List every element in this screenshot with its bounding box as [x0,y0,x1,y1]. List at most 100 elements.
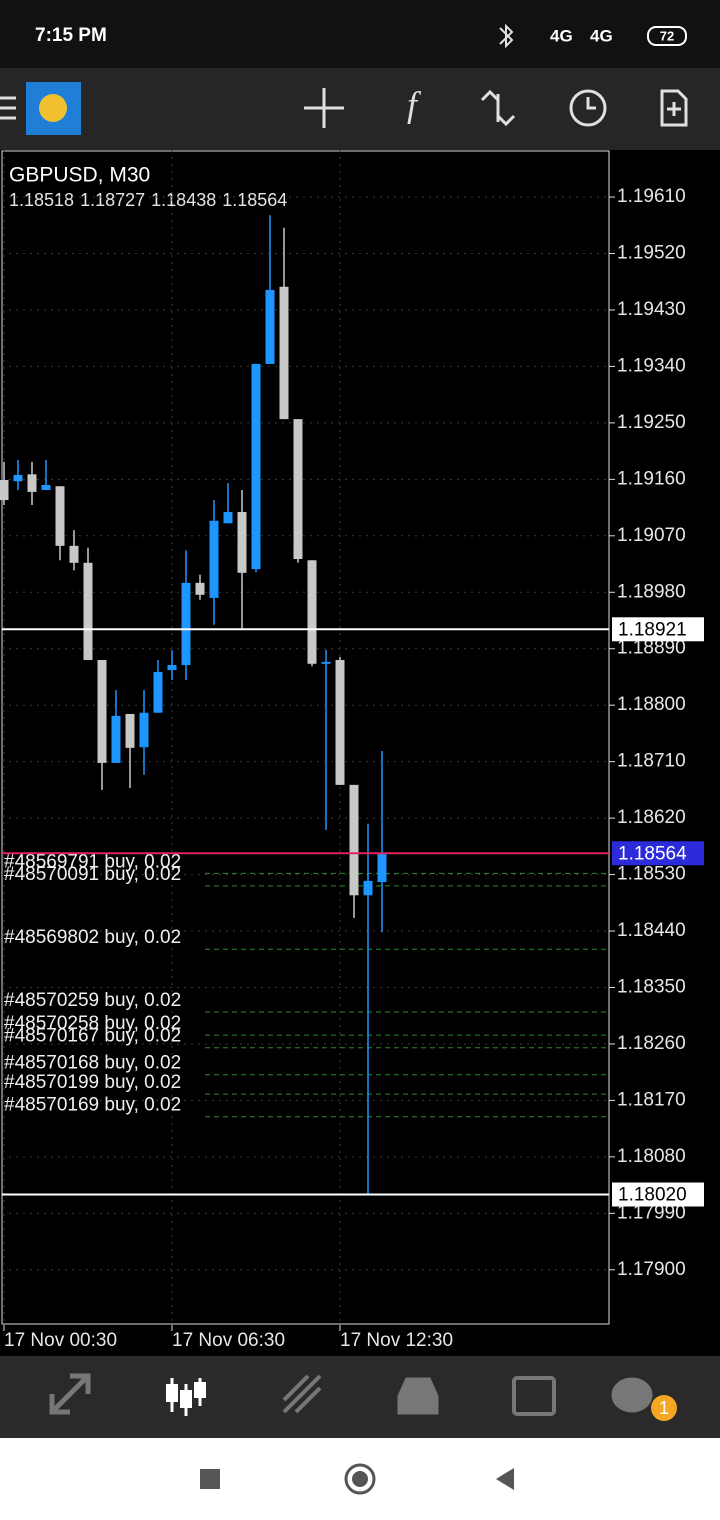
candle-body [377,853,387,883]
news-tab[interactable] [512,1376,556,1416]
menu-button[interactable] [0,96,16,120]
candle-body [307,560,317,664]
home-button[interactable] [344,1463,376,1495]
order-label: #48570167 buy, 0.02 [4,1026,181,1047]
price-label-box [612,1182,704,1207]
network: 4G [550,26,573,45]
high-value: 1.18727 [80,190,145,210]
candle-body [251,363,261,570]
y-tick-label: 1.18980 [617,581,686,602]
tab-bar [0,1356,720,1438]
bluetooth-icon [499,23,514,49]
price-label: 1.18921 [618,619,687,640]
candle-body [363,880,373,896]
clock: 7:15 PM [35,25,107,46]
candle-body [69,545,79,563]
chart-tab[interactable] [166,1378,206,1416]
candle-body [335,660,345,785]
candle-body [97,660,107,763]
y-tick-label: 1.18170 [617,1089,686,1110]
x-tick-label: 17 Nov 00:30 [4,1330,117,1351]
chart-title: GBPUSD, M30 [9,164,150,187]
order-label: #48570091 buy, 0.02 [4,864,181,885]
clock-hands [586,97,596,110]
y-tick-label: 1.19340 [617,355,686,376]
plot: 1.19610 1.19520 1.19430 1.19340 1.19250 1.191… [0,150,704,1351]
chat-badge [651,1395,677,1421]
candle-body [209,520,219,598]
order-label: #48570199 buy, 0.02 [4,1072,181,1093]
order-label: #48570258 buy, 0.02 [4,1013,181,1034]
quotes-tab[interactable] [49,1373,91,1415]
y-tick-label: 1.19610 [617,186,686,207]
y-tick-label: 1.18530 [617,864,686,885]
candle-body [27,474,37,492]
battery [647,26,687,46]
price-label-box [612,617,704,642]
status-bar [0,0,720,68]
candle-body [13,474,23,482]
y-tick-label: 1.18620 [617,807,686,828]
y-tick-label: 1.19160 [617,468,686,489]
trade-button[interactable] [480,89,516,127]
y-tick-label: 1.17990 [617,1202,686,1223]
y-tick-label: 1.18800 [617,694,686,715]
price-label-box [612,841,704,866]
candle-body [349,784,359,896]
y-tick-label: 1.19430 [617,299,686,320]
candle-body [55,486,65,546]
y-tick-label: 1.19250 [617,412,686,433]
candle-body [293,419,303,560]
candle-body [181,582,191,666]
crosshair-button[interactable] [304,88,344,128]
candle-body [167,665,177,671]
candle-body [41,484,51,491]
logo-mark [39,94,67,122]
candle-body [125,713,135,748]
low-value: 1.18438 [151,190,216,210]
x-tick-label: 17 Nov 12:30 [340,1330,453,1351]
toolbar [0,68,720,150]
candle-body [223,511,233,524]
order-label: #48570169 buy, 0.02 [4,1095,181,1116]
price-label: 1.18020 [618,1185,687,1206]
candle-body [153,671,163,713]
candle-body [265,289,275,364]
order-label: #48569791 buy, 0.02 [4,851,181,872]
chat-badge-count: 1 [659,1398,669,1418]
candle-body [139,712,149,748]
chat-tab[interactable] [611,1377,653,1413]
y-tick-label: 1.18710 [617,751,686,772]
y-tick-label: 1.18890 [617,638,686,659]
open-value: 1.18518 [9,190,74,210]
y-tick-label: 1.17900 [617,1259,686,1280]
candle-body [0,479,9,501]
candle-body [321,661,331,664]
x-tick-label: 17 Nov 06:30 [172,1330,285,1351]
ohlc-readout: 1.18518 1.18727 1.18438 1.18564 [9,190,287,210]
order-label: #48570259 buy, 0.02 [4,990,181,1011]
recents-button[interactable] [200,1469,220,1489]
network: 4G [590,26,613,45]
close-value: 1.18564 [222,190,287,210]
back-button[interactable] [496,1468,514,1490]
history-tab[interactable] [397,1377,439,1415]
candle-body [195,582,205,595]
candle-body [83,562,93,661]
y-tick-label: 1.19520 [617,243,686,264]
trade-tab[interactable] [282,1374,322,1414]
candle-body [279,286,289,420]
period-button[interactable] [569,89,607,127]
candle-body [111,715,121,763]
price-label: 1.18564 [618,843,687,864]
chart-area [1,150,610,1325]
new-order-button[interactable] [660,89,688,127]
y-tick-label: 1.18440 [617,920,686,941]
y-tick-label: 1.18260 [617,1033,686,1054]
battery-level: 72 [660,28,674,43]
candle-body [237,511,247,573]
y-tick-label: 1.18350 [617,977,686,998]
y-tick-label: 1.18080 [617,1146,686,1167]
